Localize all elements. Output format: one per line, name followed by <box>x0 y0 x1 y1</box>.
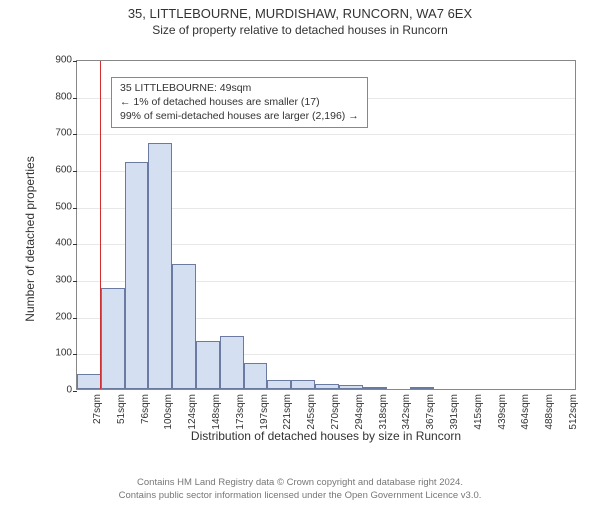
ytick-mark <box>73 391 77 392</box>
ytick-mark <box>73 61 77 62</box>
histogram-bar <box>148 143 172 389</box>
xtick-label: 51sqm <box>116 394 127 444</box>
xtick-label: 197sqm <box>259 394 270 444</box>
histogram-bar <box>291 380 315 389</box>
footer-attribution: Contains HM Land Registry data © Crown c… <box>0 477 600 502</box>
xtick-label: 148sqm <box>211 394 222 444</box>
gridline <box>77 134 575 135</box>
histogram-bar <box>315 384 339 390</box>
ytick-label: 400 <box>32 238 72 249</box>
ytick-mark <box>73 354 77 355</box>
xtick-label: 391sqm <box>449 394 460 444</box>
x-axis-title: Distribution of detached houses by size … <box>191 429 461 443</box>
chart-title-sub: Size of property relative to detached ho… <box>0 23 600 37</box>
histogram-bar <box>410 387 434 389</box>
xtick-label: 318sqm <box>378 394 389 444</box>
xtick-label: 100sqm <box>163 394 174 444</box>
xtick-label: 488sqm <box>544 394 555 444</box>
property-marker-line <box>100 61 101 389</box>
ytick-mark <box>73 318 77 319</box>
xtick-label: 294sqm <box>354 394 365 444</box>
histogram-bar <box>339 385 363 389</box>
histogram-bar <box>220 336 244 389</box>
histogram-bar <box>101 288 125 389</box>
histogram-bar <box>196 341 220 389</box>
xtick-label: 124sqm <box>187 394 198 444</box>
annotation-line-1: 35 LITTLEBOURNE: 49sqm <box>120 81 359 95</box>
ytick-label: 500 <box>32 201 72 212</box>
histogram-bar <box>244 363 268 389</box>
xtick-label: 270sqm <box>330 394 341 444</box>
footer-line-2: Contains public sector information licen… <box>0 490 600 502</box>
ytick-label: 800 <box>32 91 72 102</box>
xtick-label: 245sqm <box>306 394 317 444</box>
ytick-mark <box>73 208 77 209</box>
xtick-label: 512sqm <box>568 394 579 444</box>
xtick-label: 27sqm <box>92 394 103 444</box>
annotation-box: 35 LITTLEBOURNE: 49sqm ← 1% of detached … <box>111 77 368 128</box>
xtick-label: 367sqm <box>425 394 436 444</box>
xtick-label: 221sqm <box>282 394 293 444</box>
ytick-mark <box>73 171 77 172</box>
histogram-bar <box>77 374 101 389</box>
xtick-label: 342sqm <box>401 394 412 444</box>
plot-area: Distribution of detached houses by size … <box>76 60 576 390</box>
ytick-label: 700 <box>32 128 72 139</box>
ytick-mark <box>73 281 77 282</box>
ytick-label: 900 <box>32 55 72 66</box>
chart-title-main: 35, LITTLEBOURNE, MURDISHAW, RUNCORN, WA… <box>0 6 600 21</box>
footer-line-1: Contains HM Land Registry data © Crown c… <box>0 477 600 489</box>
chart-container: Number of detached properties Distributi… <box>50 50 590 428</box>
histogram-bar <box>363 387 387 389</box>
ytick-mark <box>73 98 77 99</box>
ytick-mark <box>73 134 77 135</box>
annotation-line-3: 99% of semi-detached houses are larger (… <box>120 109 359 123</box>
ytick-label: 0 <box>32 385 72 396</box>
xtick-label: 439sqm <box>497 394 508 444</box>
ytick-label: 600 <box>32 165 72 176</box>
histogram-bar <box>267 380 291 389</box>
histogram-bar <box>125 162 149 389</box>
ytick-mark <box>73 244 77 245</box>
xtick-label: 415sqm <box>473 394 484 444</box>
ytick-label: 300 <box>32 275 72 286</box>
ytick-label: 100 <box>32 348 72 359</box>
ytick-label: 200 <box>32 311 72 322</box>
histogram-bar <box>172 264 196 389</box>
annotation-line-2: ← 1% of detached houses are smaller (17) <box>120 95 359 109</box>
xtick-label: 76sqm <box>140 394 151 444</box>
xtick-label: 173sqm <box>235 394 246 444</box>
xtick-label: 464sqm <box>520 394 531 444</box>
